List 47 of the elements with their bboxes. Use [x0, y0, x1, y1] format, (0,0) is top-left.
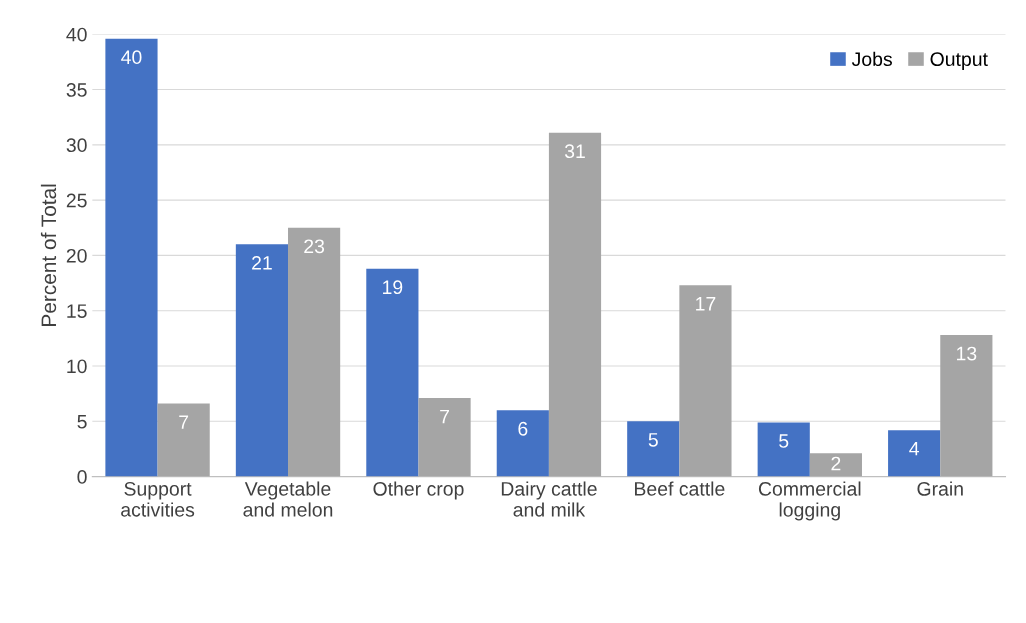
- y-axis-title: Percent of Total: [40, 184, 57, 326]
- y-tick-label: 10: [67, 359, 87, 374]
- x-tick-label: Dairy cattle and milk: [501, 481, 597, 517]
- y-tick-label: 20: [66, 248, 87, 263]
- bar: [627, 421, 680, 477]
- bar: [235, 244, 289, 477]
- y-tick-label: 25: [66, 193, 87, 208]
- bar: [940, 335, 993, 477]
- x-tick-label: Beef cattle: [635, 481, 725, 496]
- x-tick-label: Grain: [917, 481, 963, 496]
- data-label: 23: [304, 239, 325, 254]
- data-label: 5: [779, 434, 789, 448]
- x-tick-label: Commercial logging: [758, 481, 861, 521]
- data-label: 40: [121, 50, 142, 65]
- y-tick-label: 35: [66, 83, 87, 97]
- bar: [679, 285, 732, 477]
- data-label: 2: [831, 456, 841, 471]
- data-label: 7: [440, 409, 449, 424]
- data-label: 19: [383, 280, 403, 295]
- y-tick-label: 30: [66, 138, 87, 153]
- y-tick-label: 0: [77, 470, 87, 484]
- x-tick-label: Other crop: [373, 481, 464, 500]
- x-tick-label: Vegetable and melon: [243, 481, 333, 517]
- bar: [496, 410, 549, 477]
- y-tick-label: 15: [67, 304, 87, 318]
- bar: [809, 453, 862, 477]
- legend-label: Output: [930, 52, 988, 70]
- data-label: 4: [909, 441, 919, 456]
- data-label: 17: [696, 297, 716, 311]
- bar: [888, 430, 941, 477]
- bar: [418, 398, 471, 477]
- x-tick-label: Support activities: [121, 481, 195, 517]
- data-label: 13: [957, 346, 977, 361]
- legend-label: Jobs: [851, 51, 892, 67]
- bar: [288, 227, 341, 477]
- bar: [757, 422, 810, 477]
- bar: [105, 38, 158, 477]
- data-label: 6: [518, 421, 528, 436]
- data-label: 5: [648, 433, 658, 447]
- data-label: 31: [564, 144, 585, 159]
- y-tick-label: 5: [77, 414, 87, 429]
- data-label: 7: [179, 415, 189, 429]
- y-tick-label: 40: [66, 27, 87, 42]
- data-label: 21: [252, 256, 272, 270]
- bar: [548, 132, 602, 477]
- bar: [157, 403, 210, 477]
- bar: [366, 268, 419, 477]
